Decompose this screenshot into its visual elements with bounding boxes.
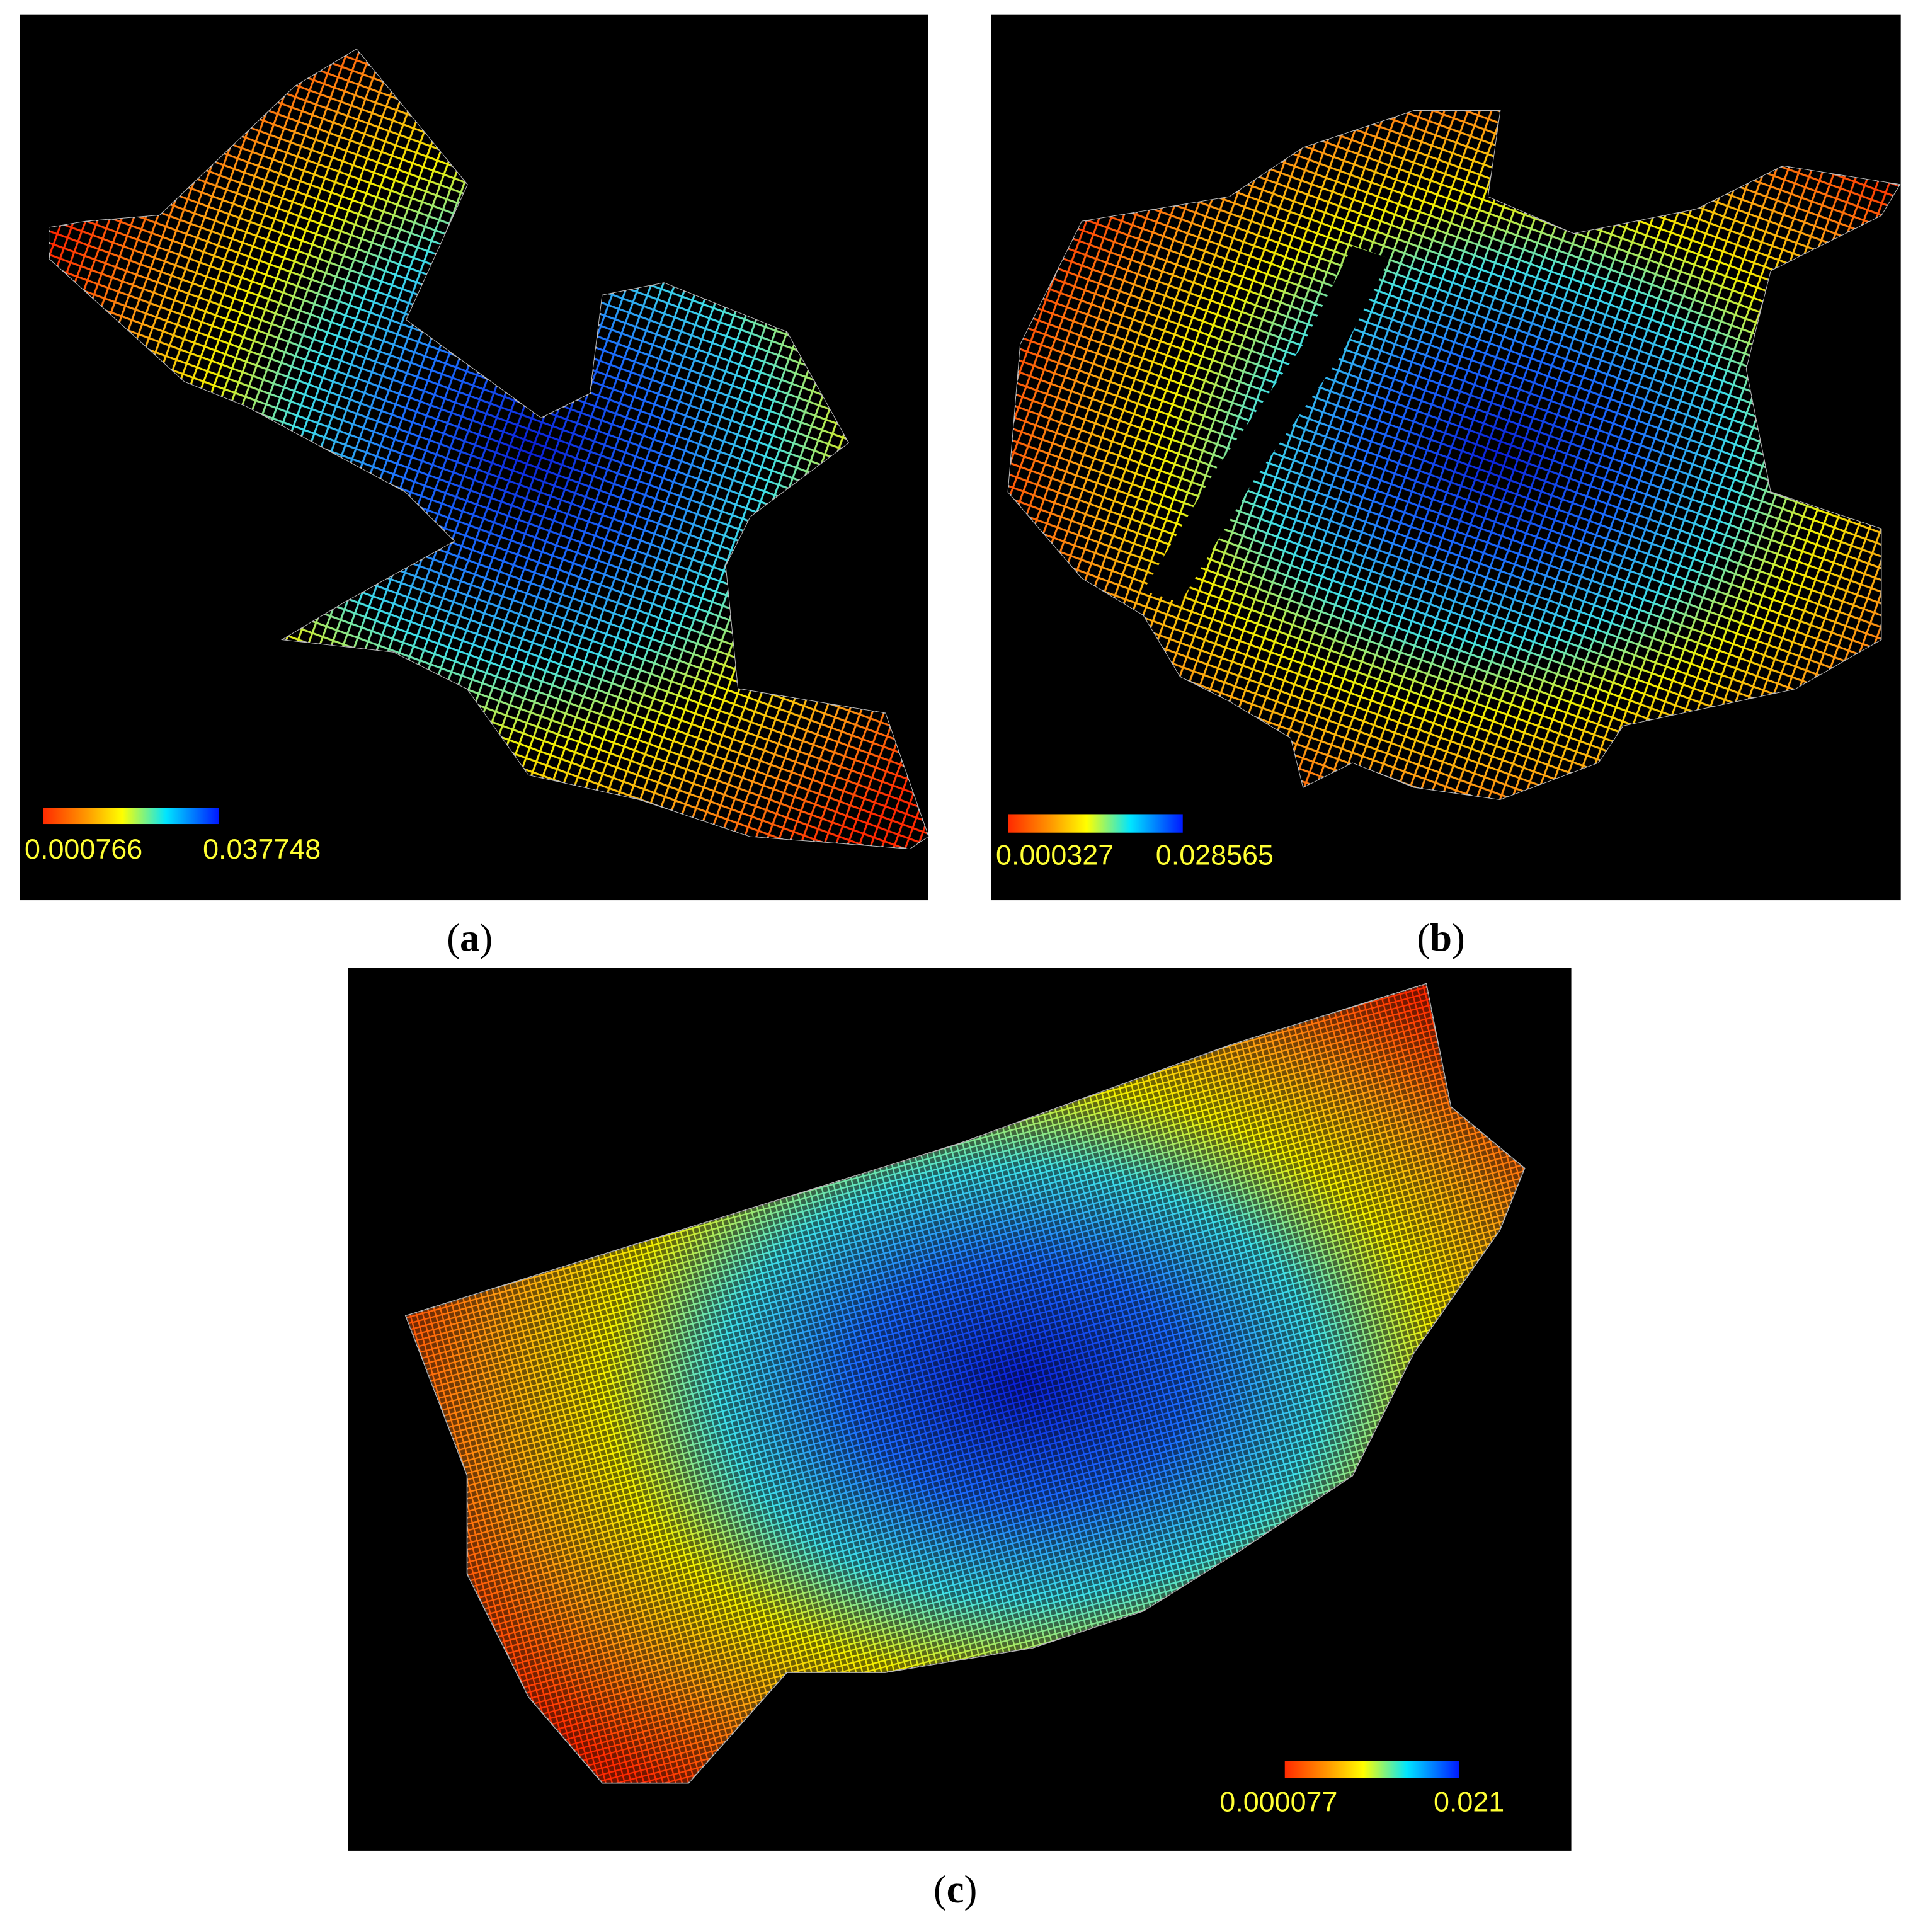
paren: ) <box>1452 916 1465 960</box>
colorbar-max: 0.037748 <box>203 833 321 865</box>
colorbar <box>1008 814 1183 833</box>
river <box>1143 246 1390 603</box>
colorbar <box>1284 1761 1459 1778</box>
street-mesh <box>49 49 928 849</box>
letter: a <box>460 916 479 960</box>
colorbar <box>43 808 219 825</box>
colorbar-max: 0.028565 <box>1156 839 1274 871</box>
letter: b <box>1430 916 1452 960</box>
paren: ( <box>933 1868 947 1912</box>
panel-label: (c) <box>933 1868 977 1912</box>
panel-label: (a) <box>447 916 493 960</box>
letter: c <box>947 1868 964 1912</box>
panel-label: (b) <box>1417 916 1464 960</box>
street-mesh <box>1008 110 1900 800</box>
colorbar-max: 0.021 <box>1434 1786 1504 1818</box>
paren: ) <box>479 916 493 960</box>
colorbar-min: 0.000077 <box>1219 1786 1337 1818</box>
street-mesh <box>406 983 1525 1783</box>
paren: ( <box>1417 916 1430 960</box>
colorbar-min: 0.000766 <box>25 833 142 865</box>
paren: ( <box>447 916 460 960</box>
colorbar-min: 0.000327 <box>996 839 1114 871</box>
paren: ) <box>964 1868 978 1912</box>
